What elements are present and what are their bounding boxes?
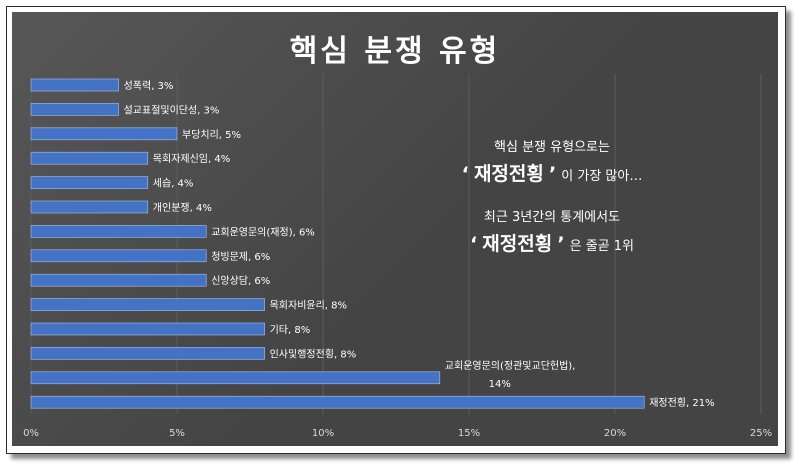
bar [30,103,119,116]
annotation-line3: 최근 3년간의 통계에서도 [483,210,621,225]
data-label: 기타, 8% [270,324,311,336]
annotation-highlight-2: 재정전횡 [482,233,553,255]
data-label: 성폭력, 3% [124,80,174,92]
annotation-line4-rest: 은 줄곧 1위 [569,239,635,254]
data-label-continued: 14% [489,379,511,390]
x-tick-label: 20% [604,428,626,439]
bar [30,225,207,238]
data-label: 개인분쟁, 4% [153,202,212,214]
data-label: 교회운영문의(정관및교단헌법), [445,360,576,372]
annotation-box: 핵심 분쟁 유형으로는 ‘ 재정전횡 ’ 이 가장 많아… 최근 3년간의 통계… [402,136,702,256]
bar [30,273,207,287]
data-label: 교회운영문의(재정), 6% [211,226,315,238]
x-tick-label: 5% [169,428,185,439]
bar [30,347,265,360]
bar [30,371,441,385]
annotation-highlight-1: 재정전횡 [473,163,544,185]
quote-close: ’ [557,233,565,255]
annotation-line4: ‘ 재정전횡 ’ 은 줄곧 1위 [402,229,702,256]
data-label: 신앙상담, 6% [211,275,270,287]
data-label: 세습, 4% [153,178,194,190]
data-label: 재정전횡, 21% [649,397,714,409]
x-tick-label: 10% [312,428,334,439]
chart-panel: 핵심 분쟁 유형 0% 5% 10% 15% 20% 25% 성폭력, 3% 설교표절및이단성… [12,12,778,446]
annotation-line2-rest: 이 가장 많아… [561,169,643,184]
annotation-line2: ‘ 재정전횡 ’ 이 가장 많아… [402,159,702,186]
bar [30,298,265,311]
bar [30,78,119,92]
bar [30,249,207,263]
data-label: 부당치리, 5% [182,129,241,141]
bar [30,200,149,214]
x-tick-label: 0% [23,428,39,439]
data-label: 인사및행정전횡, 8% [270,348,357,360]
chart-title: 핵심 분쟁 유형 [289,34,501,69]
bar [30,322,265,336]
bar [30,127,178,141]
data-label: 청빙문제, 6% [211,251,270,263]
bar [30,176,149,189]
bar [30,151,149,165]
data-label: 설교표절및이단성, 3% [124,103,220,116]
bar-chart: 0% 5% 10% 15% 20% 25% 성폭력, 3% 설교표절및이단성, 3% 부당치리,… [23,74,772,439]
bar [30,395,645,409]
data-label: 목회자제신임, 4% [153,152,230,165]
quote-open: ‘ [469,233,478,255]
x-tick-label: 15% [458,428,480,439]
quote-open: ‘ [461,163,469,185]
quote-close: ’ [548,163,557,185]
x-tick-label: 25% [750,428,772,439]
data-label: 목회자비윤리, 8% [270,300,347,312]
annotation-line1: 핵심 분쟁 유형으로는 [494,140,610,155]
